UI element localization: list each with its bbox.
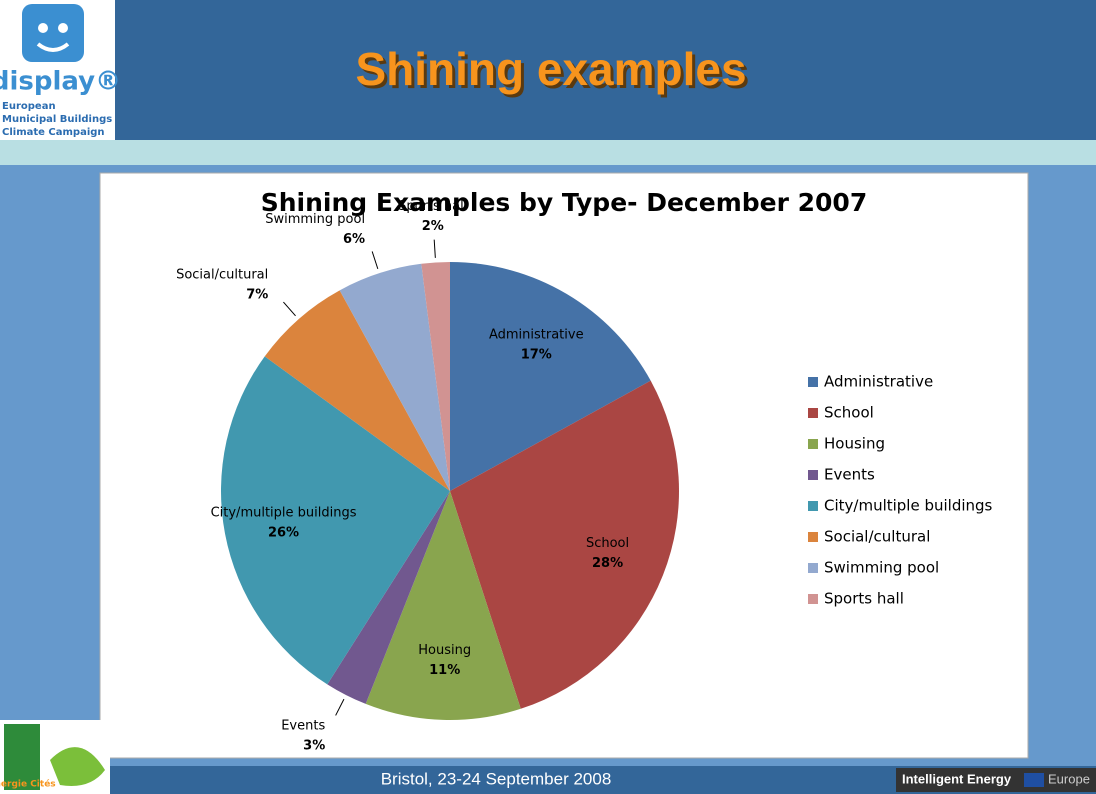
data-label: 11% [429,663,460,678]
data-label: 7% [246,287,268,302]
pie-slice [450,262,651,491]
logo-caption: Municipal Buildings [2,114,112,125]
data-label: 28% [592,556,623,571]
partner-logo [4,724,40,790]
logo-eye [58,23,68,33]
pie-slice [450,380,679,709]
slide-title: Shining examples [355,43,746,95]
eu-flag [1024,773,1044,787]
pie-slice [327,491,450,704]
legend-label: Administrative [824,373,933,391]
legend-swatch [808,377,818,387]
pie-slice [339,263,450,491]
data-label: 3% [303,738,325,753]
logo-eye [38,23,48,33]
logo-name: display® [0,67,121,97]
leader-line [335,698,345,716]
legend-label: Sports hall [824,590,904,608]
data-label-name: Events [281,718,325,733]
footer-brand: Intelligent Energy [902,771,1012,786]
logo-caption: Climate Campaign [2,127,105,138]
data-label: 2% [422,219,444,234]
data-label: 6% [343,232,365,247]
pie-slice [421,262,450,491]
legend-label: Events [824,466,875,484]
leader-line [371,251,379,270]
legend-label: Housing [824,435,885,453]
data-label-name: City/multiple buildings [211,505,357,520]
legend-swatch [808,501,818,511]
data-label-name: Social/cultural [176,267,268,282]
legend-swatch [808,532,818,542]
legend-swatch [808,470,818,480]
footer-brand: Europe [1048,771,1090,786]
legend-label: Social/cultural [824,528,930,546]
partner-logo-text: Energie Cités [0,779,56,790]
logo-icon [22,4,84,62]
data-label-name: Swimming pool [265,212,365,227]
header-strip [0,140,1096,165]
data-label-name: Sports hall [398,199,467,214]
pie-slice [264,290,450,491]
legend-swatch [808,594,818,604]
legend-swatch [808,439,818,449]
legend-swatch [808,408,818,418]
legend-swatch [808,563,818,573]
data-label: 26% [268,525,299,540]
footer-brand-box [896,768,1096,792]
logo-smile [36,42,70,52]
data-label-name: Housing [418,643,471,658]
logo-caption: European [2,101,56,112]
leader-line [433,239,436,258]
chart-title: Shining Examples by Type- December 2007 [261,188,867,217]
legend-label: Swimming pool [824,559,939,577]
data-label-name: Administrative [489,328,584,343]
legend-label: School [824,404,874,422]
leader-line [283,301,296,317]
legend-label: City/multiple buildings [824,497,993,515]
data-label: 17% [521,348,552,363]
pie-slice [365,491,521,720]
partner-logo [50,747,105,786]
footer-text: Bristol, 23-24 September 2008 [381,769,612,788]
data-label-name: School [586,536,629,551]
pie-slice [220,356,450,685]
header-band [0,0,1096,140]
title-shadow: Shining examples [358,46,749,98]
